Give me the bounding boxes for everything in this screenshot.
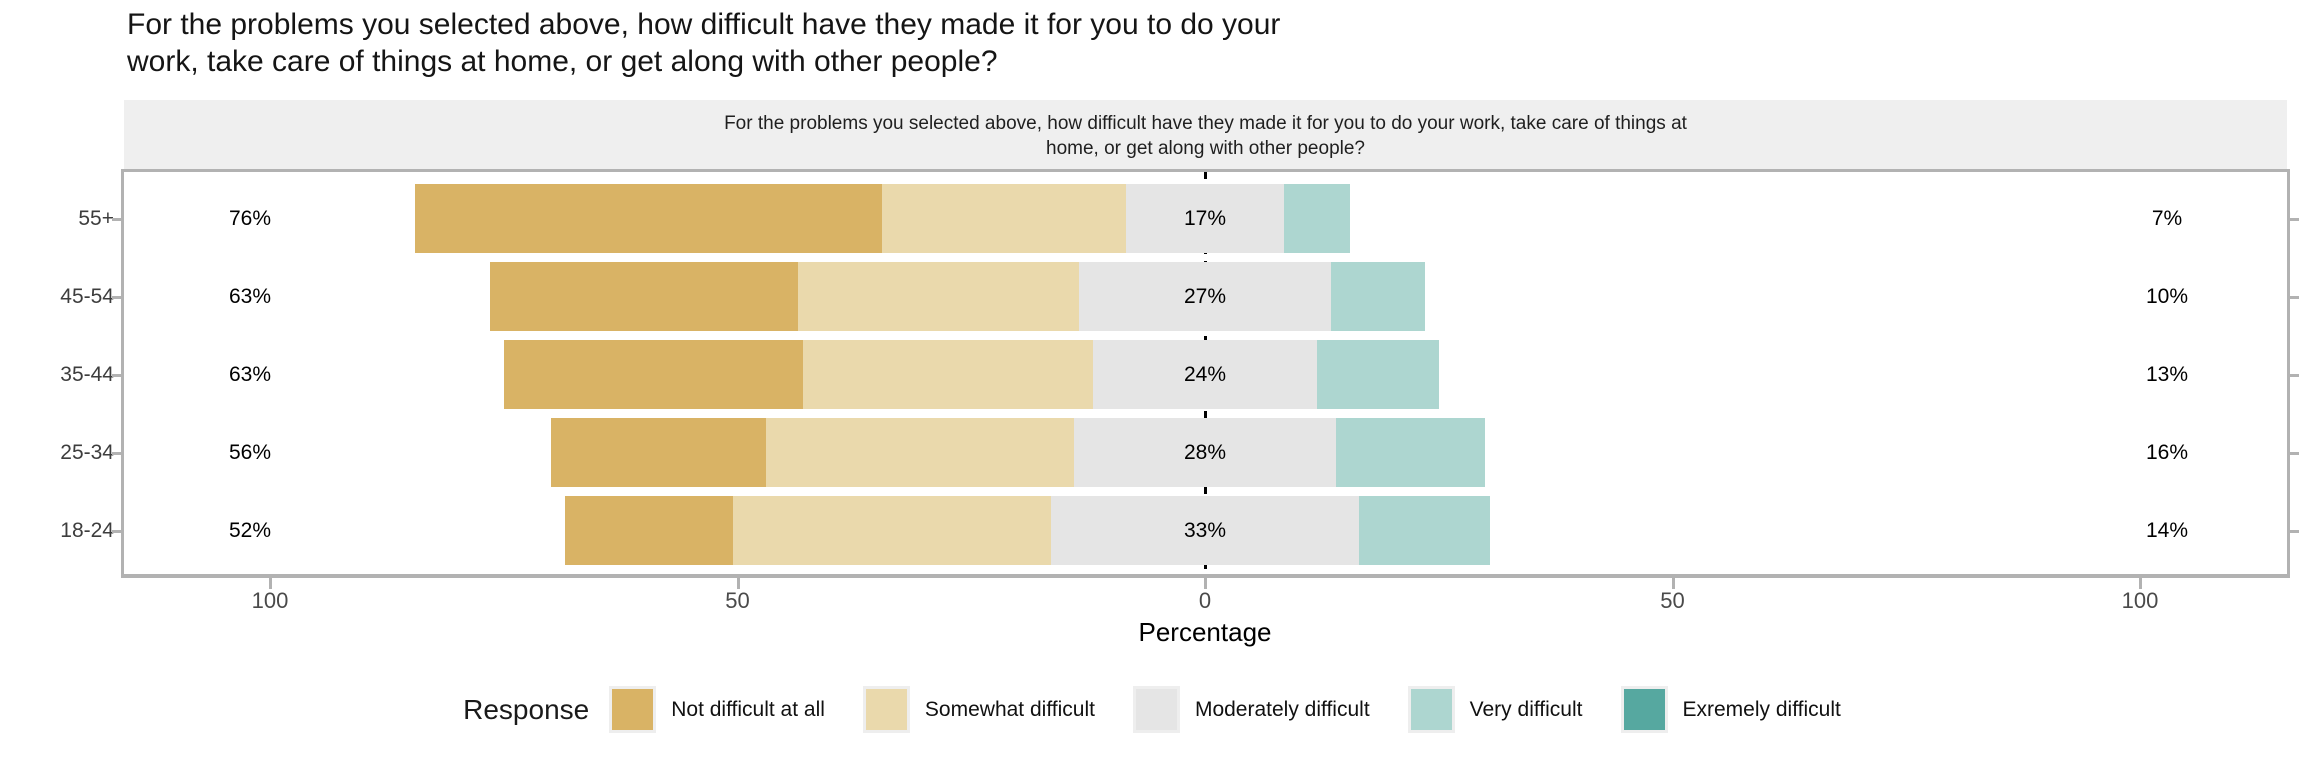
- panel-border-left: [121, 171, 124, 574]
- y-axis-category-label: 25-34: [60, 440, 114, 464]
- x-axis-tick: [1671, 578, 1675, 589]
- legend-swatch-moderately-difficult: [1132, 686, 1180, 733]
- y-axis-tick-right: [2289, 529, 2299, 533]
- legend-item: Very difficult: [1407, 686, 1583, 733]
- bar-segment-not-difficult-at-all: [414, 184, 883, 253]
- bar-segment-moderately-difficult: [1050, 496, 1360, 565]
- center-value-label: 17%: [1183, 206, 1227, 230]
- y-axis-tick-right: [2289, 295, 2299, 299]
- right-total-label: 14%: [2145, 518, 2189, 542]
- center-value-label: 33%: [1183, 518, 1227, 542]
- bar-segment-somewhat-difficult: [765, 418, 1075, 487]
- y-axis-tick-right: [2289, 217, 2299, 221]
- legend-item: Not difficult at all: [609, 686, 825, 733]
- legend-title: Response: [463, 693, 590, 725]
- legend-swatch-not-difficult-at-all: [609, 686, 657, 733]
- bar-segment-moderately-difficult: [1078, 262, 1332, 331]
- bar-segment-not-difficult-at-all: [564, 496, 733, 565]
- left-total-label: 63%: [228, 362, 272, 386]
- y-axis-tick-left: [112, 295, 122, 299]
- y-axis-tick-right: [2289, 373, 2299, 377]
- center-value-label: 28%: [1183, 440, 1227, 464]
- left-total-label: 76%: [228, 206, 272, 230]
- bar-segment-somewhat-difficult: [802, 340, 1093, 409]
- x-axis-tick-label: 100: [2121, 588, 2159, 613]
- right-total-label: 10%: [2145, 284, 2189, 308]
- bar-segment-very-difficult: [1359, 496, 1491, 565]
- y-axis-category-label: 18-24: [60, 518, 114, 542]
- y-axis-tick-left: [112, 373, 122, 377]
- legend-item: Moderately difficult: [1132, 686, 1370, 733]
- bar-segment-somewhat-difficult: [798, 262, 1079, 331]
- x-axis-tick: [736, 578, 740, 589]
- left-total-label: 63%: [228, 284, 272, 308]
- panel-border-top: [121, 169, 2290, 172]
- y-axis-tick-left: [112, 529, 122, 533]
- bar-segment-moderately-difficult: [1074, 418, 1336, 487]
- y-axis-tick-right: [2289, 451, 2299, 455]
- y-axis-tick-left: [112, 217, 122, 221]
- legend-item-label: Somewhat difficult: [924, 697, 1095, 721]
- right-total-label: 13%: [2145, 362, 2189, 386]
- plot-panel: 76% 17% 7% 63% 27% 10% 63% 24% 13% 56% 28% 16% 52% 33…: [124, 171, 2287, 574]
- legend-swatch-very-difficult: [1407, 686, 1455, 733]
- facet-strip-text: For the problems you selected above, how…: [724, 112, 1687, 159]
- y-axis-category-label: 45-54: [60, 284, 114, 308]
- legend-item-label: Moderately difficult: [1194, 697, 1370, 721]
- y-axis-category-label: 55+: [78, 206, 114, 230]
- x-axis-title: Percentage: [1138, 617, 1272, 647]
- bar-segment-somewhat-difficult: [732, 496, 1051, 565]
- bar-segment-very-difficult: [1317, 340, 1439, 409]
- x-axis-tick: [269, 578, 272, 589]
- facet-strip: For the problems you selected above, how…: [124, 100, 2287, 171]
- center-value-label: 27%: [1183, 284, 1227, 308]
- bar-segment-moderately-difficult: [1125, 184, 1285, 253]
- legend-item-label: Not difficult at all: [671, 697, 825, 721]
- bar-segment-very-difficult: [1284, 184, 1350, 253]
- left-total-label: 52%: [228, 518, 272, 542]
- right-total-label: 7%: [2151, 206, 2183, 230]
- x-axis-tick-label: 0: [1198, 588, 1212, 613]
- y-axis-category-label: 35-44: [60, 362, 114, 386]
- legend-swatch-exremely-difficult: [1620, 686, 1668, 733]
- bar-segment-very-difficult: [1331, 262, 1425, 331]
- x-axis-tick-label: 50: [725, 588, 750, 613]
- legend-item-label: Exremely difficult: [1682, 697, 1841, 721]
- bar-segment-not-difficult-at-all: [550, 418, 766, 487]
- legend-swatch-somewhat-difficult: [862, 686, 910, 733]
- bar-segment-somewhat-difficult: [882, 184, 1126, 253]
- right-total-label: 16%: [2145, 440, 2189, 464]
- legend-item-label: Very difficult: [1469, 697, 1583, 721]
- bar-segment-very-difficult: [1335, 418, 1486, 487]
- x-axis-line: [121, 574, 2290, 578]
- left-total-label: 56%: [228, 440, 272, 464]
- legend-item: Somewhat difficult: [862, 686, 1095, 733]
- y-axis-tick-left: [112, 451, 122, 455]
- x-axis-tick: [1204, 578, 1207, 589]
- x-axis-tick-label: 50: [1660, 588, 1685, 613]
- bar-segment-moderately-difficult: [1092, 340, 1318, 409]
- chart-title: For the problems you selected above, how…: [127, 8, 1281, 78]
- bar-segment-not-difficult-at-all: [489, 262, 799, 331]
- center-value-label: 24%: [1183, 362, 1227, 386]
- bar-segment-not-difficult-at-all: [503, 340, 803, 409]
- legend-item: Exremely difficult: [1620, 686, 1841, 733]
- x-axis-tick-label: 100: [251, 588, 289, 613]
- legend: Response Not difficult at all Somewhat di…: [0, 686, 2304, 733]
- panel-border-right: [2287, 171, 2290, 574]
- x-axis-tick: [2139, 578, 2142, 589]
